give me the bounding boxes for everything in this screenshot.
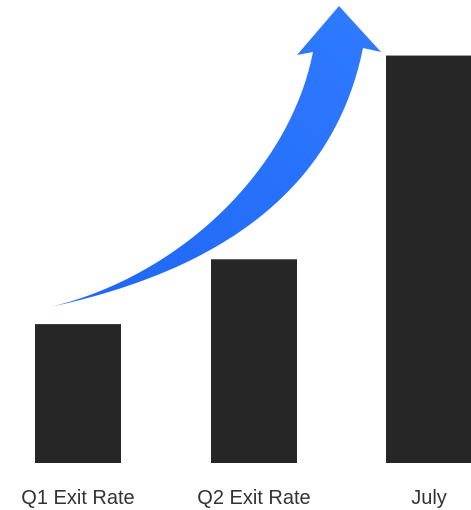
growth-arrow-icon [50, 6, 381, 307]
x-tick-label: July [411, 487, 447, 509]
x-tick-label: Q1 Exit Rate [21, 487, 134, 509]
x-tick-label: Q2 Exit Rate [197, 487, 310, 509]
bar-q2-exit-rate [211, 259, 297, 463]
x-axis-tick-labels: Q1 Exit Rate Q2 Exit Rate July [21, 487, 446, 509]
bar-july [386, 55, 471, 464]
bar-q1-exit-rate [35, 324, 121, 463]
bars-group [35, 55, 471, 464]
